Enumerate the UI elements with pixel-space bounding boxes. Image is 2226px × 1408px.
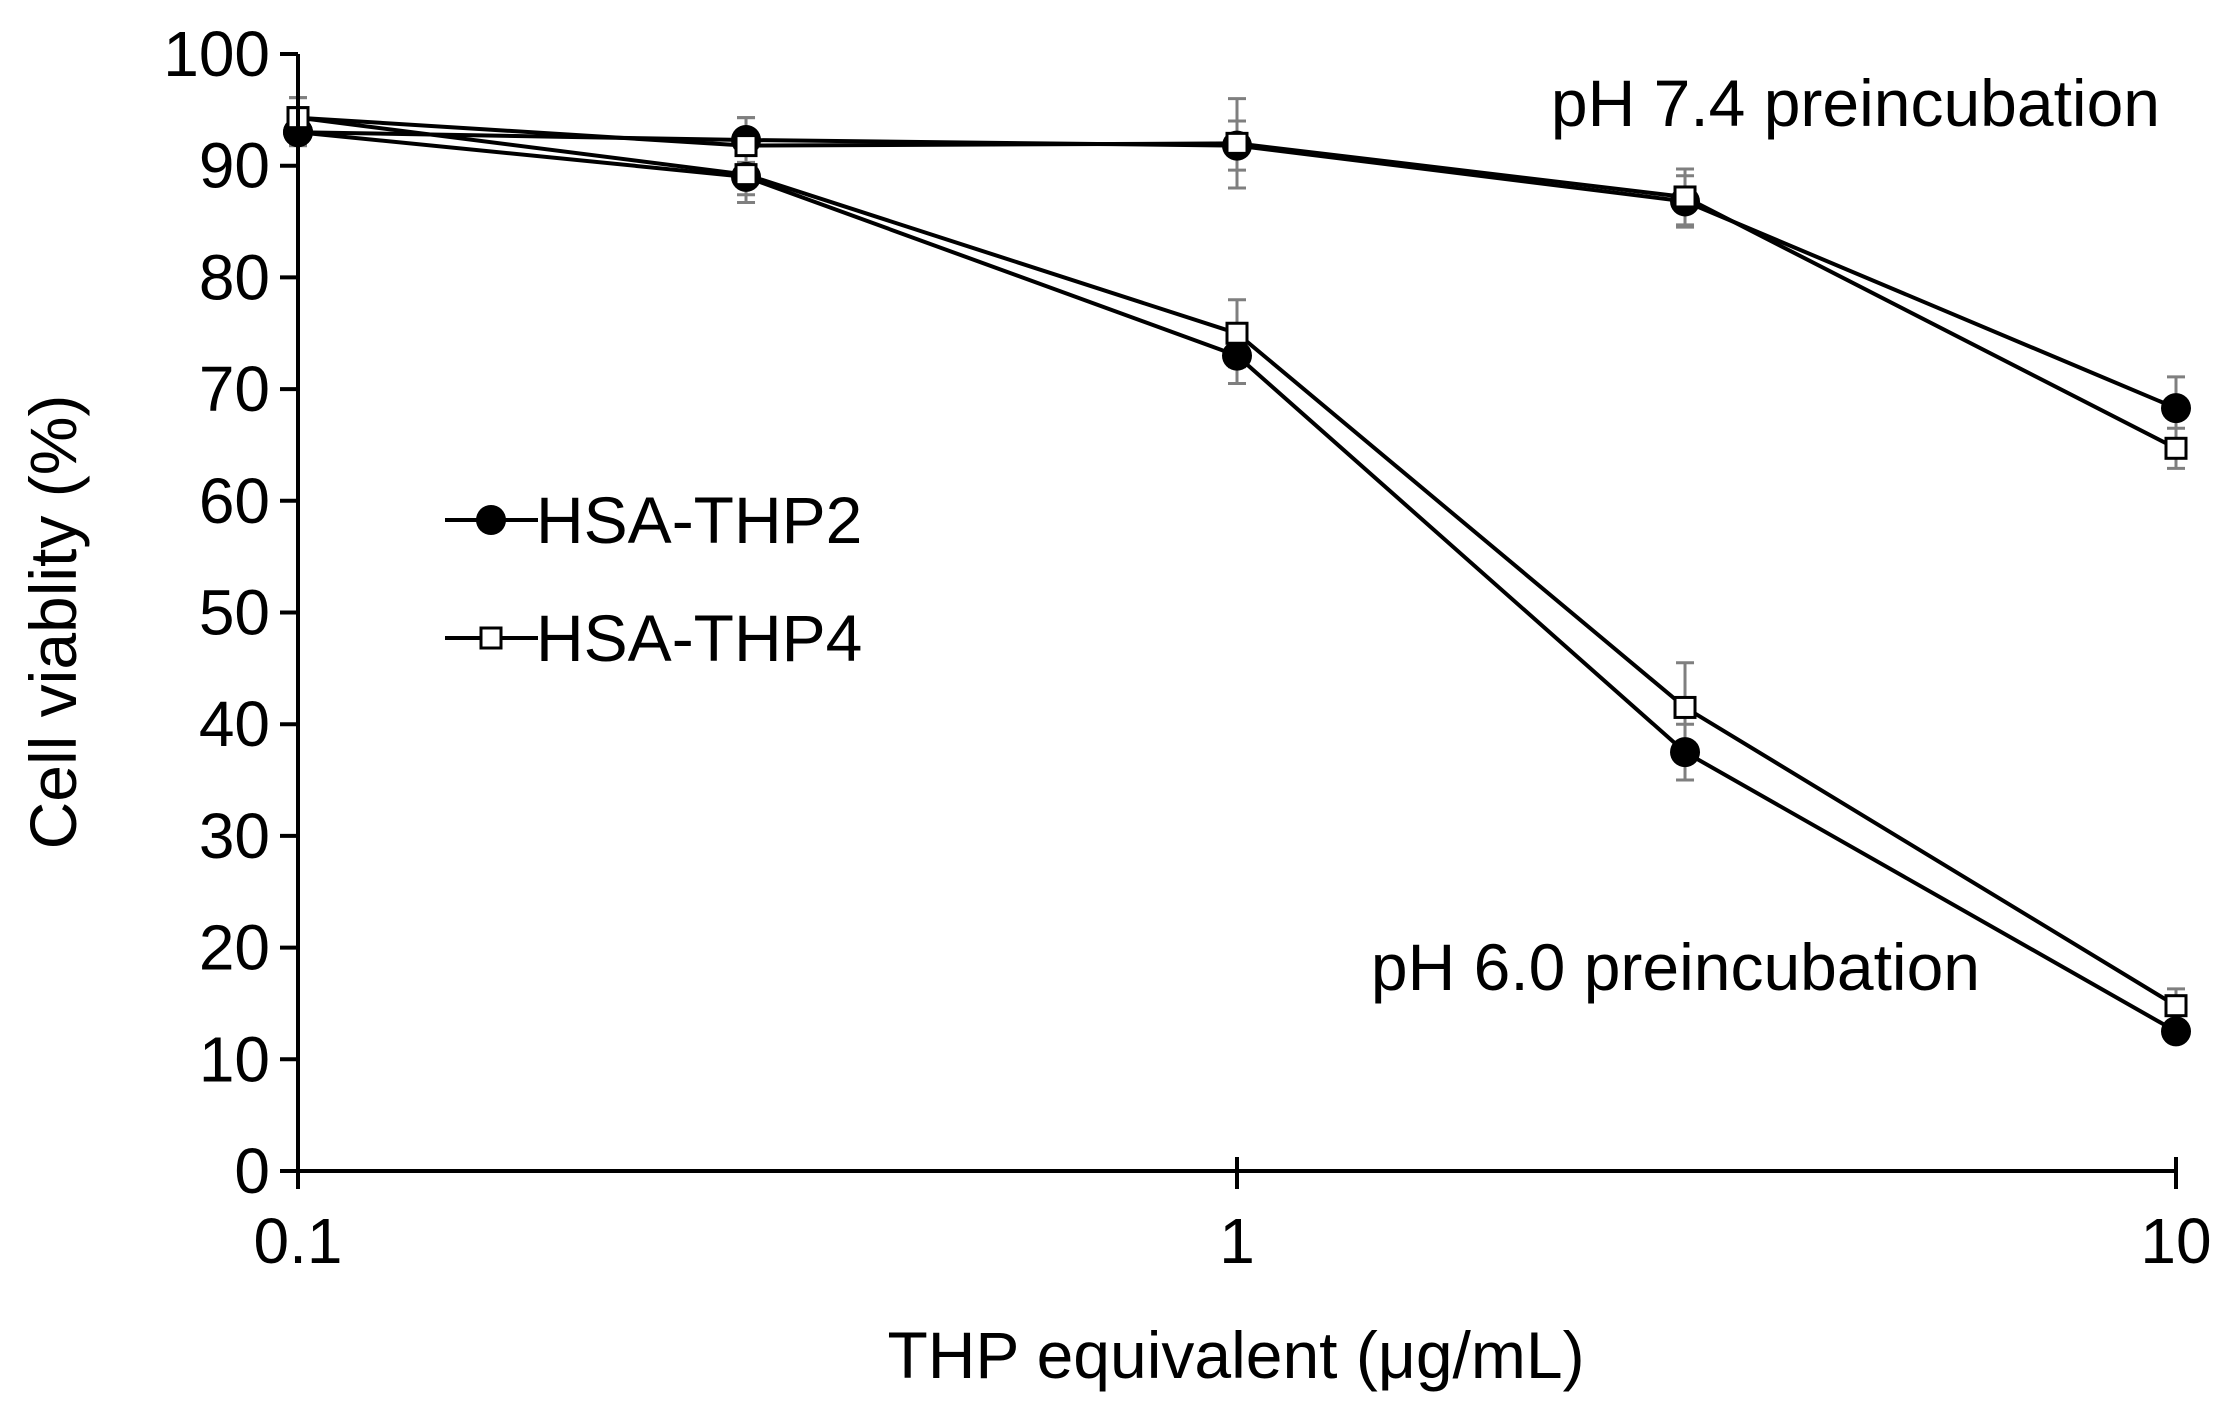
x-tick-label-0: 0.1 (254, 1205, 343, 1277)
series-2-point-4 (2161, 1016, 2191, 1047)
legend: HSA-THP2 HSA-THP4 (445, 483, 862, 675)
y-tick-label-7: 70 (199, 353, 270, 425)
y-tick-label-0: 0 (234, 1135, 270, 1207)
series-3-point-4 (2164, 994, 2188, 1018)
y-tick-label-8: 80 (199, 241, 270, 313)
y-tick-label-4: 40 (199, 688, 270, 760)
x-axis-title: THP equivalent (μg/mL) (887, 1318, 1584, 1392)
series-3-point-3 (1673, 695, 1697, 719)
series-1-point-1 (734, 134, 758, 158)
y-tick-label-5: 50 (199, 577, 270, 649)
series-3-point-1 (734, 163, 758, 187)
series-layer (283, 96, 2191, 1047)
y-tick-label-2: 20 (199, 912, 270, 984)
annotation-ph74: pH 7.4 preincubation (1551, 66, 2160, 140)
legend-label-hsa-thp2: HSA-THP2 (536, 483, 862, 557)
y-tick-label-1: 10 (199, 1023, 270, 1095)
axes-layer: 0 10 20 30 40 50 60 70 80 90 100 0.1 1 10 (163, 18, 2211, 1277)
y-axis-title: Cell viablity (%) (16, 395, 90, 850)
x-tick-label-2: 10 (2140, 1205, 2211, 1277)
series-1-point-4 (2164, 436, 2188, 460)
series-1-point-3 (1673, 185, 1697, 209)
y-tick-label-3: 30 (199, 800, 270, 872)
series-2-point-2 (1222, 340, 1252, 371)
series-1-point-2 (1225, 131, 1249, 155)
series-3-point-2 (1225, 321, 1249, 345)
series-2-point-3 (1670, 737, 1701, 768)
legend-marker-hsa-thp2 (476, 505, 506, 535)
legend-label-hsa-thp4: HSA-THP4 (536, 601, 862, 675)
y-tick-label-10: 100 (163, 18, 270, 90)
legend-marker-hsa-thp4 (479, 626, 503, 650)
annotation-ph60: pH 6.0 preincubation (1371, 930, 1980, 1004)
y-tick-label-9: 90 (199, 130, 270, 202)
series-2-line (297, 130, 2177, 1034)
x-tick-label-1: 1 (1219, 1205, 1255, 1277)
series-0-point-4 (2161, 393, 2191, 424)
y-tick-label-6: 60 (199, 465, 270, 537)
